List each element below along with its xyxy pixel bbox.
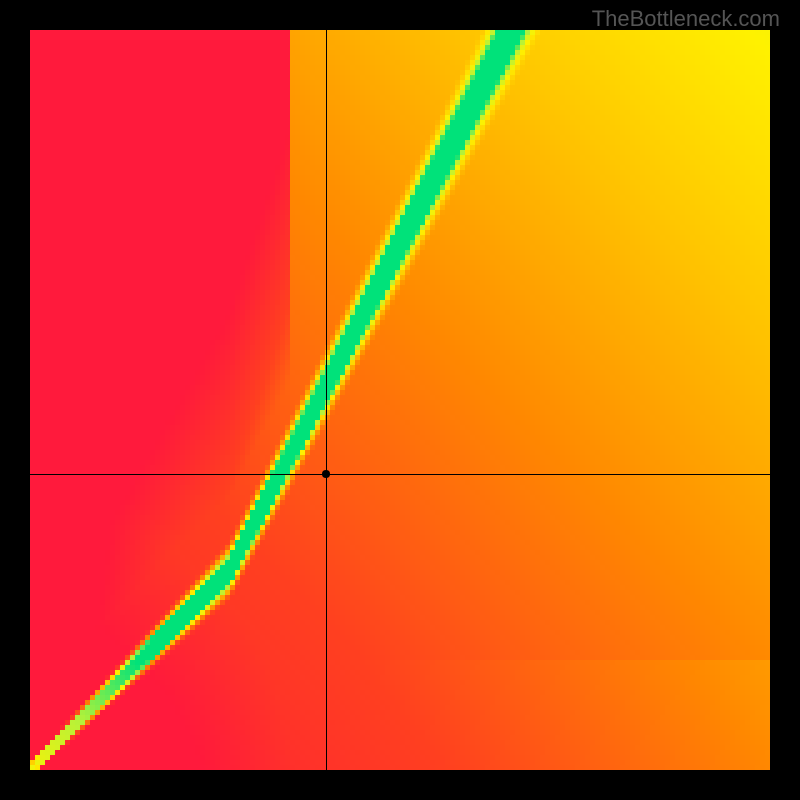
watermark-text: TheBottleneck.com bbox=[592, 6, 780, 32]
marker-dot-layer bbox=[30, 30, 770, 770]
chart-container: TheBottleneck.com bbox=[0, 0, 800, 800]
heatmap-plot bbox=[30, 30, 770, 770]
